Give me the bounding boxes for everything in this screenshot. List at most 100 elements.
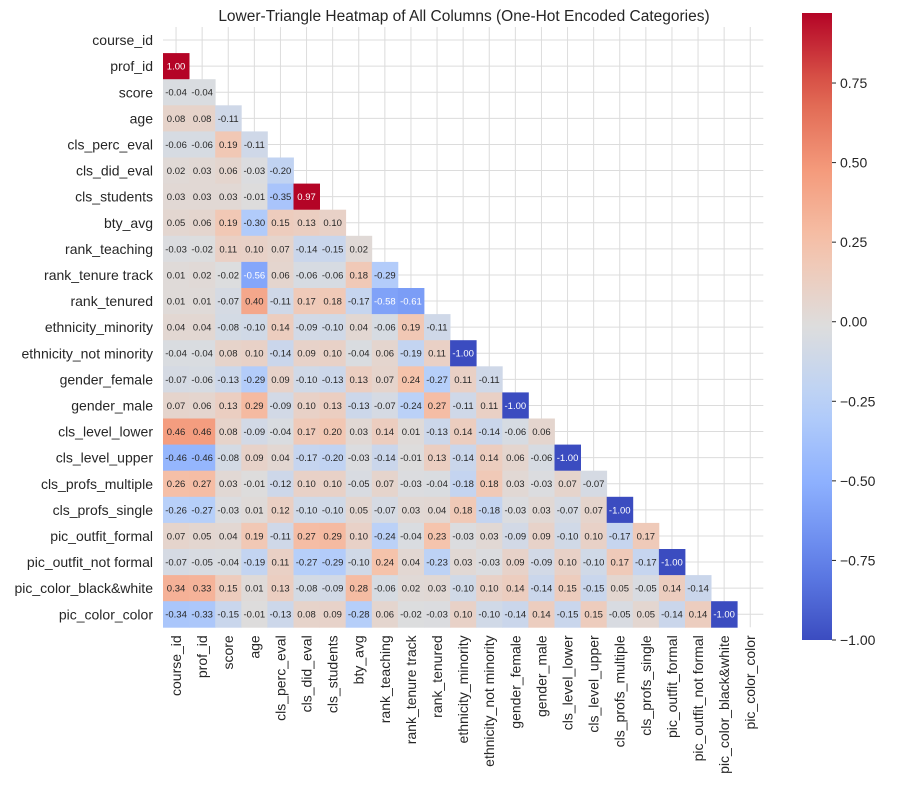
- cell-value-label: 0.03: [193, 166, 212, 177]
- heatmap-cell: -0.14: [528, 575, 555, 602]
- cell-value-label: -0.11: [270, 531, 291, 542]
- cell-rect: [267, 366, 294, 393]
- cell-value-label: 0.10: [584, 531, 603, 542]
- cell-value-label: -0.03: [217, 505, 239, 516]
- heatmap-cell: 0.09: [528, 522, 555, 550]
- cell-value-label: 0.97: [297, 192, 316, 203]
- cell-value-label: 0.11: [480, 401, 498, 412]
- colorbar-tick-label: −0.50: [840, 473, 876, 489]
- cell-rect: [163, 340, 190, 367]
- cell-value-label: 0.17: [611, 557, 630, 568]
- cell-rect: [424, 575, 451, 602]
- cell-rect: [397, 314, 425, 341]
- cell-value-label: -0.11: [218, 114, 239, 125]
- cell-rect: [371, 522, 399, 550]
- heatmap-cell: 0.06: [528, 418, 555, 445]
- cell-value-label: -0.06: [165, 140, 187, 151]
- heatmap-cell: 0.08: [215, 340, 242, 367]
- cell-rect: [424, 496, 451, 524]
- cell-rect: [319, 392, 347, 419]
- row-tick-label: cls_students: [75, 189, 153, 205]
- heatmap-cell: 0.19: [215, 131, 242, 158]
- cell-value-label: -0.04: [400, 531, 422, 542]
- cell-value-label: 0.34: [167, 584, 186, 595]
- column-tick-label: cls_perc_eval: [272, 635, 288, 721]
- cell-rect: [163, 235, 190, 263]
- heatmap-cell: -0.15: [554, 601, 581, 628]
- heatmap-cell: 1.00: [163, 53, 190, 80]
- heatmap-cell: -0.09: [241, 418, 268, 445]
- row-tick-label: pic_outfit_formal: [50, 528, 153, 544]
- cell-value-label: 0.33: [193, 584, 212, 595]
- cell-rect: [293, 522, 320, 550]
- cell-value-label: 0.20: [323, 427, 342, 438]
- heatmap-cell: -0.11: [424, 314, 451, 341]
- heatmap-cell: -0.29: [319, 549, 347, 576]
- cell-value-label: 0.07: [558, 479, 577, 490]
- heatmap-cell: -0.09: [267, 392, 294, 419]
- heatmap-cell: -0.20: [267, 157, 294, 184]
- cell-value-label: 0.04: [167, 323, 186, 334]
- cell-value-label: -0.30: [244, 218, 266, 229]
- heatmap-cell: -0.14: [450, 444, 477, 472]
- heatmap-cell: -0.06: [293, 261, 320, 289]
- heatmap-cell: 0.11: [267, 549, 294, 576]
- cell-value-label: 0.08: [219, 349, 238, 360]
- cell-value-label: 0.07: [167, 401, 186, 412]
- cell-value-label: 0.19: [402, 323, 421, 334]
- cell-rect: [502, 444, 529, 472]
- cell-rect: [163, 444, 190, 472]
- cell-value-label: -0.17: [609, 531, 631, 542]
- cell-rect: [554, 496, 581, 524]
- cell-value-label: 0.29: [245, 401, 264, 412]
- cell-value-label: -0.14: [661, 610, 683, 621]
- cell-value-label: -0.15: [557, 610, 579, 621]
- cell-value-label: -0.06: [505, 427, 527, 438]
- cell-value-label: 0.13: [271, 584, 290, 595]
- cell-rect: [163, 209, 190, 237]
- cell-rect: [163, 131, 190, 158]
- cell-rect: [450, 575, 477, 602]
- cell-rect: [502, 601, 529, 628]
- heatmap-cell: 0.14: [267, 314, 294, 341]
- heatmap-cell: 0.04: [163, 314, 190, 341]
- heatmap-cell: 0.11: [450, 366, 477, 393]
- cell-rect: [163, 392, 190, 419]
- heatmap-cell: 0.14: [371, 418, 399, 445]
- cell-value-label: -0.07: [165, 375, 187, 386]
- cell-rect: [502, 496, 529, 524]
- heatmap-cell: -0.02: [189, 235, 216, 263]
- cell-value-label: 0.04: [193, 323, 212, 334]
- cell-rect: [424, 549, 451, 576]
- cell-value-label: -1.00: [452, 349, 474, 360]
- cell-value-label: -0.10: [348, 557, 370, 568]
- cell-rect: [163, 314, 190, 341]
- cell-rect: [189, 314, 216, 341]
- cell-rect: [450, 418, 477, 445]
- row-tick-label: ethnicity_not minority: [21, 345, 153, 361]
- cell-rect: [424, 366, 451, 393]
- heatmap-cell: 0.10: [554, 549, 581, 576]
- cell-value-label: -0.58: [374, 296, 396, 307]
- cell-rect: [371, 601, 399, 628]
- cell-value-label: -0.09: [244, 427, 266, 438]
- cell-rect: [632, 549, 660, 576]
- cell-rect: [241, 314, 268, 341]
- cell-rect: [215, 288, 242, 315]
- cell-rect: [319, 444, 347, 472]
- heatmap-cell: 0.18: [450, 496, 477, 524]
- row-tick-label: prof_id: [110, 58, 153, 74]
- cell-value-label: -0.11: [244, 140, 265, 151]
- row-tick-label: course_id: [92, 32, 153, 48]
- colorbar-tick-label: 0.00: [840, 314, 867, 330]
- cell-value-label: -0.14: [531, 584, 553, 595]
- cell-rect: [163, 105, 190, 132]
- cell-rect: [528, 470, 555, 498]
- cell-rect: [371, 261, 399, 289]
- cell-rect: [293, 549, 320, 576]
- cell-rect: [371, 444, 399, 472]
- cell-value-label: -0.19: [244, 557, 266, 568]
- cell-rect: [554, 470, 581, 498]
- cell-value-label: -0.17: [296, 453, 318, 464]
- cell-value-label: -0.02: [217, 270, 239, 281]
